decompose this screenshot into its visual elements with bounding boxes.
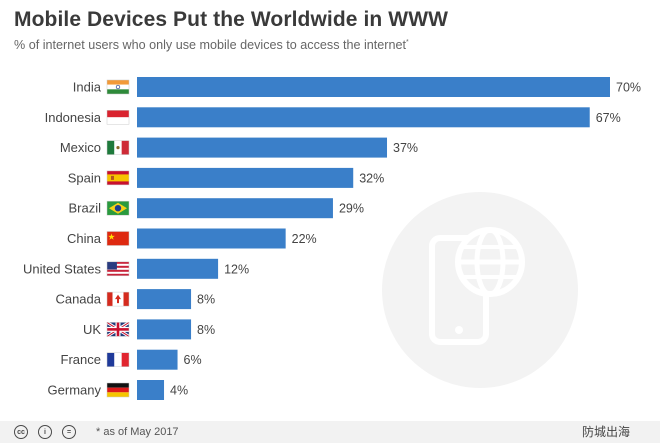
category-label-spain: Spain: [68, 170, 101, 185]
value-label-france: 6%: [184, 353, 202, 367]
bar-united-states: [137, 258, 219, 279]
value-label-united-states: 12%: [224, 262, 249, 276]
category-label-france: France: [61, 352, 101, 367]
category-label-canada: Canada: [55, 292, 101, 307]
bar-canada: [137, 289, 192, 310]
value-label-indonesia: 67%: [596, 111, 621, 125]
category-label-china: China: [67, 231, 102, 246]
value-label-canada: 8%: [197, 293, 215, 307]
flag-india-icon: [106, 79, 130, 95]
subtitle-mark: *: [406, 38, 409, 46]
chart-subtitle: % of internet users who only use mobile …: [14, 38, 409, 52]
noderivs-icon: =: [62, 425, 76, 439]
category-label-united-states: United States: [23, 261, 102, 276]
category-label-india: India: [73, 80, 102, 95]
value-label-china: 22%: [292, 232, 317, 246]
flag-united-states-icon: [106, 261, 130, 277]
bar-china: [137, 228, 286, 249]
bar-brazil: [137, 198, 333, 219]
bar-indonesia: [137, 107, 590, 128]
flag-france-icon: [106, 352, 130, 367]
subtitle-text: % of internet users who only use mobile …: [14, 38, 407, 52]
category-label-brazil: Brazil: [68, 201, 101, 216]
value-label-brazil: 29%: [339, 202, 364, 216]
flag-mexico-icon: [106, 140, 130, 155]
flag-germany-icon: [106, 382, 130, 398]
category-label-uk: UK: [83, 322, 101, 337]
cc-icon: cc: [14, 425, 28, 439]
bar-uk: [137, 319, 192, 340]
category-label-germany: Germany: [48, 383, 102, 398]
bar-spain: [137, 167, 354, 188]
bar-france: [137, 349, 178, 370]
value-label-spain: 32%: [359, 171, 384, 185]
value-label-germany: 4%: [170, 384, 188, 398]
footer-bar: cc i = * as of May 2017 防城出海: [0, 421, 660, 443]
footnote: * as of May 2017: [96, 426, 179, 438]
flag-spain-icon: [106, 170, 130, 186]
attribution-icon: i: [38, 425, 52, 439]
value-label-uk: 8%: [197, 323, 215, 337]
mobile-globe-icon: [382, 192, 578, 388]
flag-brazil-icon: [106, 200, 130, 216]
bar-india: [137, 77, 610, 97]
watermark: 防城出海: [581, 425, 630, 439]
bar-chart: India 70% Indonesia 67% Mexico 37% Spain 32% Bra…: [23, 77, 641, 400]
flag-china-icon: [106, 231, 130, 246]
chart-title: Mobile Devices Put the Worldwide in WWW: [14, 8, 449, 31]
flag-indonesia-icon: [106, 110, 130, 125]
flag-uk-icon: [106, 321, 130, 338]
category-label-mexico: Mexico: [60, 140, 101, 155]
bar-mexico: [137, 137, 388, 158]
flag-canada-icon: [106, 291, 130, 307]
category-label-indonesia: Indonesia: [45, 110, 102, 125]
value-label-india: 70%: [616, 81, 641, 95]
value-label-mexico: 37%: [393, 141, 418, 155]
bar-germany: [137, 380, 165, 400]
